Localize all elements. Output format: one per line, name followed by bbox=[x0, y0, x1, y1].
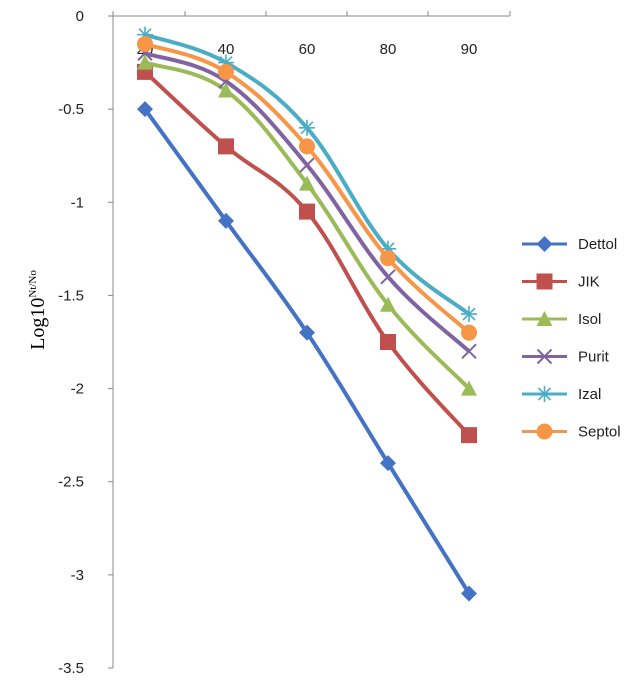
data-point bbox=[137, 101, 153, 118]
legend-label: Izal bbox=[578, 386, 601, 403]
series-izal bbox=[137, 26, 477, 323]
y-tick-label: -3 bbox=[71, 567, 84, 584]
y-axis-label-base: Log10 bbox=[27, 298, 49, 350]
legend-label: Septol bbox=[578, 424, 621, 441]
legend-item-septol: Septol bbox=[522, 423, 621, 441]
legend-marker bbox=[536, 386, 553, 402]
series-septol bbox=[137, 35, 477, 341]
legend-marker bbox=[536, 311, 553, 326]
data-point bbox=[461, 343, 477, 360]
legend-marker bbox=[536, 423, 553, 440]
data-point bbox=[380, 250, 396, 267]
data-point bbox=[137, 26, 153, 43]
legend: Dettol JIK Isol Purit Izal Septol bbox=[522, 236, 621, 441]
legend-marker bbox=[536, 348, 553, 365]
data-point bbox=[137, 54, 153, 70]
x-tick-label: 90 bbox=[461, 41, 478, 58]
legend-label: JIK bbox=[578, 274, 600, 291]
data-point bbox=[461, 306, 477, 323]
y-axis-label-superscript: Nt/No bbox=[27, 270, 39, 298]
series-dettol bbox=[137, 101, 477, 602]
x-tick-label: 40 bbox=[218, 41, 235, 58]
series-purit bbox=[137, 45, 477, 360]
data-point bbox=[461, 427, 477, 444]
x-tick-label: 60 bbox=[299, 41, 316, 58]
data-point bbox=[461, 324, 477, 341]
legend-marker bbox=[536, 236, 553, 252]
data-point bbox=[218, 63, 234, 80]
data-point bbox=[380, 240, 396, 257]
y-tick-label: -0.5 bbox=[58, 101, 84, 118]
y-tick-label: 0 bbox=[76, 8, 84, 25]
legend-label: Purit bbox=[578, 349, 610, 366]
data-point bbox=[380, 269, 396, 285]
legend-item-jik: JIK bbox=[522, 273, 600, 291]
data-point bbox=[299, 203, 315, 220]
y-axis-label: Log10Nt/No bbox=[27, 270, 49, 350]
legend-label: Dettol bbox=[578, 236, 617, 253]
axes: 20406080900-0.5-1-1.5-2-2.5-3-3.5 bbox=[58, 8, 511, 677]
data-point bbox=[299, 157, 315, 173]
legend-label: Isol bbox=[578, 311, 601, 328]
legend-item-purit: Purit bbox=[522, 349, 610, 366]
data-point bbox=[299, 138, 315, 155]
y-tick-label: -2.5 bbox=[58, 474, 84, 491]
y-tick-label: -3.5 bbox=[58, 660, 84, 677]
series-layer bbox=[137, 26, 477, 602]
data-point bbox=[380, 334, 396, 350]
data-point bbox=[299, 324, 315, 341]
data-point bbox=[380, 296, 396, 312]
data-point bbox=[218, 82, 234, 98]
series-isol bbox=[137, 54, 477, 396]
legend-item-isol: Isol bbox=[522, 311, 601, 328]
data-point bbox=[218, 212, 234, 229]
series-line bbox=[144, 51, 471, 353]
legend-marker bbox=[536, 273, 553, 290]
legend-item-dettol: Dettol bbox=[522, 236, 617, 253]
data-point bbox=[299, 119, 315, 136]
data-point bbox=[218, 54, 234, 71]
x-tick-label: 80 bbox=[380, 41, 397, 58]
y-tick-label: -1 bbox=[71, 194, 84, 211]
y-tick-label: -1.5 bbox=[58, 287, 84, 304]
data-point bbox=[218, 138, 234, 155]
data-point bbox=[380, 455, 396, 472]
data-point bbox=[461, 585, 477, 602]
data-point bbox=[137, 35, 153, 52]
data-point bbox=[299, 175, 315, 191]
data-point bbox=[461, 380, 477, 396]
y-tick-label: -2 bbox=[71, 381, 84, 398]
legend-item-izal: Izal bbox=[522, 386, 601, 403]
